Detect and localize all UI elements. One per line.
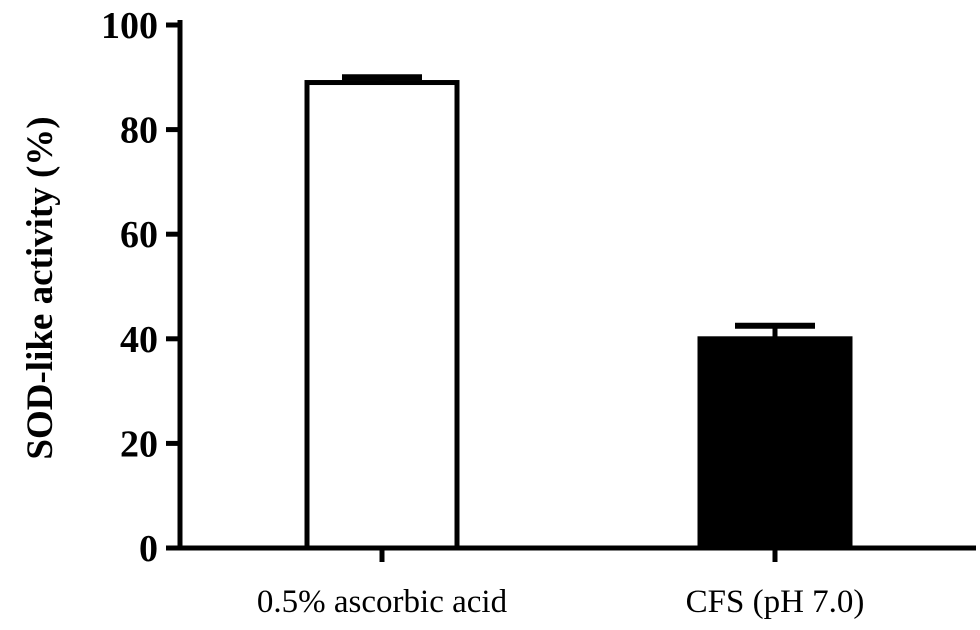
bar — [304, 80, 460, 551]
y-tick-label: 100 — [101, 5, 158, 47]
y-ticks: 0 20 40 60 80 100 — [101, 5, 180, 570]
y-tick-label: 60 — [120, 214, 158, 256]
axes-layer — [177, 20, 976, 551]
x-tick-label: 0.5% ascorbic acid — [257, 584, 508, 620]
y-tick-label: 40 — [120, 319, 158, 361]
bar — [697, 336, 853, 551]
y-tick-label: 0 — [139, 528, 158, 570]
y-tick-label: 80 — [120, 110, 158, 152]
y-axis-label: SOD-like activity (%) — [20, 116, 61, 459]
x-ticks: 0.5% ascorbic acid CFS (pH 7.0) — [257, 548, 864, 620]
bars-layer — [304, 74, 853, 551]
y-tick-label: 20 — [120, 423, 158, 465]
x-tick-label: CFS (pH 7.0) — [686, 584, 865, 620]
